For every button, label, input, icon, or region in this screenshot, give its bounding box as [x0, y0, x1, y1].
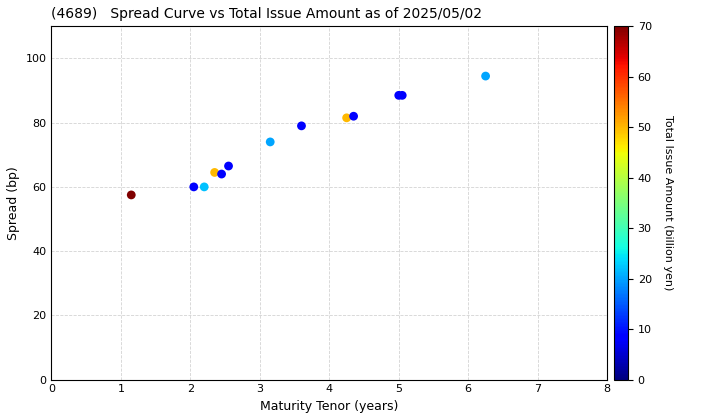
Point: [209, 169, 220, 176]
Point: [348, 113, 359, 120]
Point: [296, 123, 307, 129]
Point: [199, 184, 210, 190]
Point: [393, 92, 405, 99]
Point: [341, 115, 352, 121]
Text: (4689)   Spread Curve vs Total Issue Amount as of 2025/05/02: (4689) Spread Curve vs Total Issue Amoun…: [51, 7, 482, 21]
Point: [125, 192, 137, 198]
Point: [397, 92, 408, 99]
Point: [222, 163, 234, 169]
Point: [216, 171, 228, 177]
Y-axis label: Spread (bp): Spread (bp): [7, 166, 20, 240]
Point: [188, 184, 199, 190]
Point: [264, 139, 276, 145]
X-axis label: Maturity Tenor (years): Maturity Tenor (years): [260, 400, 398, 413]
Y-axis label: Total Issue Amount (billion yen): Total Issue Amount (billion yen): [662, 115, 672, 291]
Point: [480, 73, 491, 79]
